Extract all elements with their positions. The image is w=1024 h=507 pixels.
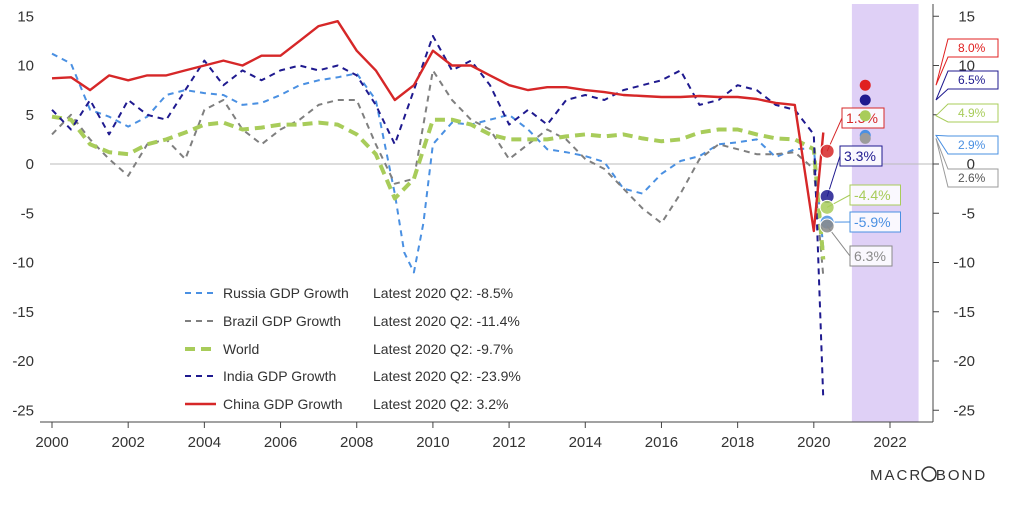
y-tick-right: -5	[962, 205, 975, 222]
y-axis-left: 15 10 5 0 -5 -10 -15 -20 -25	[12, 8, 34, 419]
y-tick-left: 15	[17, 8, 34, 25]
legend-latest: Latest 2020 Q2: -9.7%	[373, 341, 513, 357]
y-tick-right: 15	[958, 8, 975, 25]
brand-text: MACROBOND	[870, 467, 987, 484]
y-tick-right: 10	[958, 58, 975, 75]
x-tick-label: 2022	[873, 434, 906, 451]
x-tick-label: 2010	[416, 434, 449, 451]
legend-label: India GDP Growth	[223, 368, 336, 384]
forecast-tag	[935, 70, 999, 101]
x-tick-label: 2008	[340, 434, 373, 451]
macrobond-logo: MACROBOND	[870, 466, 987, 484]
annotation-point	[819, 199, 835, 215]
x-tick-label: 2004	[188, 434, 221, 451]
series-line-china	[51, 20, 825, 233]
forecast-tag	[935, 103, 999, 123]
series-line-russia	[51, 52, 825, 274]
annotation-point	[819, 218, 835, 234]
forecast-tag-label: 4.9%	[958, 106, 986, 120]
forecast-layer: 8.0% 6.5% 4.9% 2.9% 2.6%	[859, 38, 999, 188]
legend-latest: Latest 2020 Q2: 3.2%	[373, 396, 508, 412]
annotation-box	[849, 184, 901, 206]
annotation-label: 3.3%	[844, 148, 876, 164]
forecast-point-brazil	[859, 132, 871, 144]
series-line-brazil	[51, 69, 825, 277]
x-tick-label: 2014	[569, 434, 602, 451]
forecast-tag	[935, 134, 999, 155]
x-axis: 2000 2002 2004 2006 2008 2010 2012 2014 2016 2018…	[35, 422, 907, 451]
legend-latest: Latest 2020 Q2: -8.5%	[373, 285, 513, 301]
forecast-tag-label: 2.6%	[958, 171, 986, 185]
legend-latest: Latest 2020 Q2: -23.9%	[373, 368, 521, 384]
legend-latest: Latest 2020 Q2: -11.4%	[373, 313, 520, 329]
x-tick-label: 2020	[797, 434, 830, 451]
x-tick-label: 2000	[35, 434, 68, 451]
y-tick-right: -25	[953, 402, 975, 419]
y-tick-left: 10	[17, 58, 34, 75]
brand-circle	[921, 466, 937, 482]
y-tick-left: -25	[12, 402, 34, 419]
forecast-tag	[935, 38, 999, 86]
forecast-tag-label: 2.9%	[958, 138, 986, 152]
legend-label: China GDP Growth	[223, 396, 343, 412]
x-tick-label: 2018	[721, 434, 754, 451]
legend-label: Russia GDP Growth	[223, 285, 349, 301]
series-layer	[51, 20, 826, 400]
x-tick-label: 2002	[111, 434, 144, 451]
legend-background	[175, 278, 685, 418]
y-tick-right: -20	[953, 353, 975, 370]
y-tick-left: 5	[26, 107, 34, 124]
forecast-tag-label: 8.0%	[958, 41, 986, 55]
annotation-point	[819, 143, 835, 159]
series-line-india	[51, 35, 825, 400]
annotation-box	[849, 245, 893, 267]
y-tick-left: -5	[21, 205, 34, 222]
y-tick-right: -15	[953, 304, 975, 321]
y-tick-left: -15	[12, 304, 34, 321]
forecast-point-world	[859, 110, 871, 122]
y-tick-left: -20	[12, 353, 34, 370]
annotation-box	[839, 145, 883, 167]
x-tick-label: 2012	[492, 434, 525, 451]
forecast-tag	[935, 138, 999, 188]
legend-label: Brazil GDP Growth	[223, 313, 341, 329]
x-tick-label: 2006	[264, 434, 297, 451]
annotation-label: -5.9%	[854, 214, 891, 230]
forecast-point-china	[859, 79, 871, 91]
y-tick-right: 0	[967, 156, 975, 173]
legend-label: World	[223, 341, 259, 357]
forecast-tag-label: 6.5%	[958, 73, 986, 87]
forecast-point-india	[859, 94, 871, 106]
y-tick-left: -10	[12, 255, 34, 272]
legend: Russia GDP Growth Latest 2020 Q2: -8.5% Br…	[175, 278, 685, 418]
series-line-world	[51, 114, 826, 260]
annotation-box	[849, 211, 901, 233]
annotation-label: 6.3%	[854, 248, 886, 264]
y-tick-right: -10	[953, 255, 975, 272]
x-tick-label: 2016	[645, 434, 678, 451]
y-tick-left: 0	[26, 156, 34, 173]
annotation-label: -4.4%	[854, 187, 891, 203]
